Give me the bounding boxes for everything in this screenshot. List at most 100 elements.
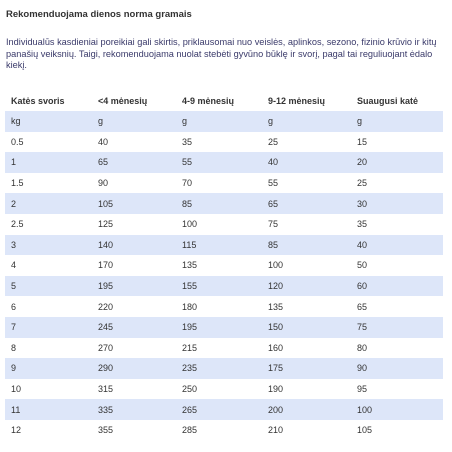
- cell-adult: 60: [351, 275, 443, 297]
- cell-4-9-months: g: [176, 111, 262, 132]
- table-row: kg g g g g: [5, 111, 443, 132]
- cell-under-4-months: 290: [92, 358, 176, 379]
- cell-adult: 50: [351, 255, 443, 276]
- cell-4-9-months: 265: [176, 399, 262, 420]
- table-row: 10 315 250 190 95: [5, 378, 443, 400]
- table-row: 4 170 135 100 50: [5, 255, 443, 276]
- cell-adult: 105: [351, 419, 443, 441]
- cell-weight: kg: [5, 111, 92, 132]
- intro-paragraph: Individualūs kasdieniai poreikiai gali s…: [6, 37, 437, 70]
- cell-under-4-months: 195: [92, 275, 176, 297]
- cell-adult: 20: [351, 152, 443, 173]
- cell-adult: 90: [351, 358, 443, 379]
- cell-under-4-months: 220: [92, 296, 176, 317]
- cell-9-12-months: 190: [262, 378, 351, 400]
- cell-under-4-months: 140: [92, 234, 176, 256]
- cell-4-9-months: 35: [176, 131, 262, 153]
- cell-weight: 2.5: [5, 213, 92, 235]
- header-under-4-months: <4 mėnesių: [92, 90, 176, 111]
- cell-weight: 1.5: [5, 172, 92, 194]
- cell-4-9-months: 195: [176, 316, 262, 338]
- cell-4-9-months: 70: [176, 172, 262, 194]
- table-row: 6 220 180 135 65: [5, 296, 443, 317]
- table-row: 2 105 85 65 30: [5, 193, 443, 214]
- cell-under-4-months: g: [92, 111, 176, 132]
- table-row: 1 65 55 40 20: [5, 152, 443, 173]
- cell-9-12-months: 175: [262, 358, 351, 379]
- cell-under-4-months: 125: [92, 213, 176, 235]
- cell-9-12-months: 150: [262, 316, 351, 338]
- cell-adult: 30: [351, 193, 443, 214]
- cell-4-9-months: 180: [176, 296, 262, 317]
- cell-weight: 1: [5, 152, 92, 173]
- table-row: 3 140 115 85 40: [5, 234, 443, 256]
- cell-9-12-months: 210: [262, 419, 351, 441]
- table-row: 0.5 40 35 25 15: [5, 131, 443, 153]
- cell-under-4-months: 40: [92, 131, 176, 153]
- cell-weight: 0.5: [5, 131, 92, 153]
- cell-weight: 9: [5, 358, 92, 379]
- cell-9-12-months: 65: [262, 193, 351, 214]
- cell-9-12-months: 200: [262, 399, 351, 420]
- table-row: 1.5 90 70 55 25: [5, 172, 443, 194]
- cell-4-9-months: 215: [176, 337, 262, 359]
- cell-under-4-months: 90: [92, 172, 176, 194]
- cell-weight: 5: [5, 275, 92, 297]
- cell-9-12-months: 85: [262, 234, 351, 256]
- cell-adult: 25: [351, 172, 443, 194]
- cell-under-4-months: 355: [92, 419, 176, 441]
- cell-4-9-months: 135: [176, 255, 262, 276]
- cell-4-9-months: 250: [176, 378, 262, 400]
- table-row: 2.5 125 100 75 35: [5, 213, 443, 235]
- cell-under-4-months: 65: [92, 152, 176, 173]
- cell-weight: 3: [5, 234, 92, 256]
- table-header-row: Katės svoris <4 mėnesių 4-9 mėnesių 9-12…: [5, 90, 443, 111]
- cell-adult: 40: [351, 234, 443, 256]
- header-9-12-months: 9-12 mėnesių: [262, 90, 351, 111]
- table-row: 5 195 155 120 60: [5, 275, 443, 297]
- cell-adult: 80: [351, 337, 443, 359]
- cell-9-12-months: 75: [262, 213, 351, 235]
- cell-4-9-months: 55: [176, 152, 262, 173]
- cell-4-9-months: 285: [176, 419, 262, 441]
- cell-4-9-months: 155: [176, 275, 262, 297]
- page-title: Rekomenduojama dienos norma gramais: [6, 9, 192, 20]
- cell-weight: 7: [5, 316, 92, 338]
- header-4-9-months: 4-9 mėnesių: [176, 90, 262, 111]
- cell-under-4-months: 270: [92, 337, 176, 359]
- cell-under-4-months: 315: [92, 378, 176, 400]
- cell-weight: 2: [5, 193, 92, 214]
- cell-adult: 15: [351, 131, 443, 153]
- cell-weight: 6: [5, 296, 92, 317]
- cell-9-12-months: 160: [262, 337, 351, 359]
- cell-under-4-months: 245: [92, 316, 176, 338]
- cell-4-9-months: 115: [176, 234, 262, 256]
- table-row: 11 335 265 200 100: [5, 399, 443, 420]
- cell-9-12-months: 135: [262, 296, 351, 317]
- cell-under-4-months: 335: [92, 399, 176, 420]
- header-weight: Katės svoris: [5, 90, 92, 111]
- cell-9-12-months: 25: [262, 131, 351, 153]
- cell-under-4-months: 170: [92, 255, 176, 276]
- cell-adult: 35: [351, 213, 443, 235]
- header-adult: Suaugusi katė: [351, 90, 443, 111]
- cell-weight: 8: [5, 337, 92, 359]
- cell-weight: 10: [5, 378, 92, 400]
- cell-under-4-months: 105: [92, 193, 176, 214]
- cell-9-12-months: 40: [262, 152, 351, 173]
- cell-adult: 95: [351, 378, 443, 400]
- cell-adult: 75: [351, 316, 443, 338]
- cell-9-12-months: 120: [262, 275, 351, 297]
- cell-9-12-months: 100: [262, 255, 351, 276]
- cell-4-9-months: 235: [176, 358, 262, 379]
- cell-adult: 65: [351, 296, 443, 317]
- table-body: kg g g g g 0.5 40 35 25 15 1 65 55 40 20 1.5 90 70 55 25 2 10…: [5, 111, 443, 441]
- table-row: 12 355 285 210 105: [5, 419, 443, 441]
- cell-9-12-months: 55: [262, 172, 351, 194]
- cell-weight: 11: [5, 399, 92, 420]
- feeding-table: Katės svoris <4 mėnesių 4-9 mėnesių 9-12…: [5, 90, 443, 441]
- cell-9-12-months: g: [262, 111, 351, 132]
- table-row: 8 270 215 160 80: [5, 337, 443, 359]
- cell-adult: g: [351, 111, 443, 132]
